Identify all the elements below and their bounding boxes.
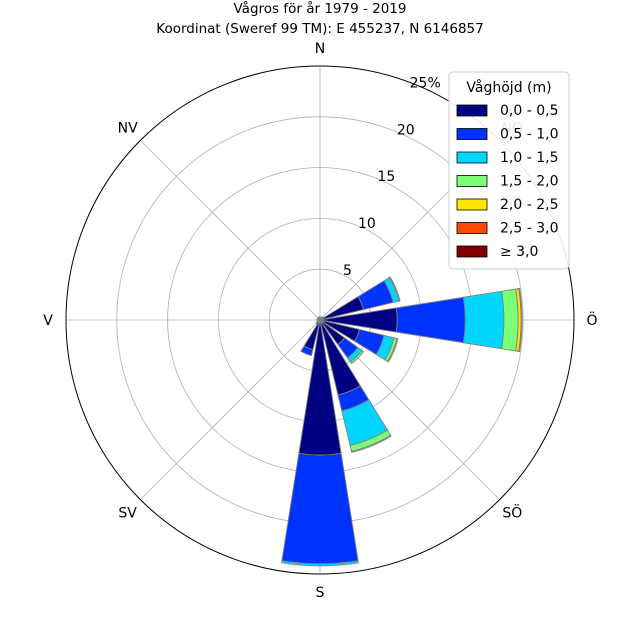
direction-label: SV: [118, 505, 137, 521]
rose-bar-segment: [317, 316, 321, 321]
radial-tick-labels: 5 10 15 20 25%: [343, 75, 441, 279]
rose-bar-segment: [501, 288, 519, 352]
legend-swatch: [456, 151, 488, 164]
outer-ring: [65, 65, 575, 575]
legend-items: 0,0 - 0,5 0,5 - 1,0 1,0 - 1,5 1,5 - 2,0 2,0 …: [456, 103, 558, 260]
legend-frame: [448, 71, 570, 270]
legend-label: 1,0 - 1,5: [500, 150, 558, 166]
legend-label: 1,5 - 2,0: [500, 174, 558, 190]
radial-tick-label: 25%: [410, 75, 441, 91]
direction-label: V: [43, 313, 53, 329]
rose-bar-segment: [351, 434, 392, 453]
legend-label: 0,0 - 0,5: [500, 103, 558, 119]
rose-bar-segment: [281, 560, 359, 567]
legend: Våghöjd (m) 0,0 - 0,5 0,5 - 1,0 1,0 - 1,5 1…: [448, 71, 570, 270]
rose-bar-segment: [395, 296, 466, 344]
rose-bar-segment: [518, 287, 523, 353]
legend-title: Våghöjd (m): [466, 79, 551, 96]
chart-subtitle: Koordinat (Sweref 99 TM): E 455237, N 61…: [156, 21, 483, 37]
legend-label: 2,0 - 2,5: [500, 197, 558, 213]
rose-bar-segment: [349, 349, 365, 365]
legend-swatch: [456, 104, 488, 117]
direction-label: SÖ: [502, 503, 522, 521]
rose-bar-segment: [462, 290, 505, 350]
grid-spoke: [140, 319, 321, 500]
radial-tick-label: 10: [358, 216, 376, 232]
radial-tick-label: 20: [397, 122, 415, 138]
legend-swatch: [456, 245, 488, 258]
radial-tick-label: 5: [343, 263, 352, 279]
rose-bar-segment: [300, 345, 314, 357]
rose-bar-segment: [388, 276, 401, 302]
legend-label: 0,5 - 1,0: [500, 127, 558, 143]
legend-label: ≥ 3,0: [500, 244, 538, 260]
direction-label: S: [316, 585, 325, 601]
radial-tick-label: 15: [377, 169, 395, 185]
chart-title: Vågros för år 1979 - 2019: [233, 0, 406, 17]
direction-label: NV: [118, 121, 138, 137]
grid-spoke: [140, 140, 321, 321]
direction-label: Ö: [586, 311, 597, 329]
legend-swatch: [456, 198, 488, 211]
legend-label: 2,5 - 3,0: [500, 221, 558, 237]
rose-bars: [281, 276, 523, 567]
legend-swatch: [456, 128, 488, 140]
legend-swatch: [456, 175, 488, 187]
legend-swatch: [456, 222, 488, 234]
direction-label: N: [315, 41, 325, 57]
rose-bar-segment: [386, 337, 399, 363]
